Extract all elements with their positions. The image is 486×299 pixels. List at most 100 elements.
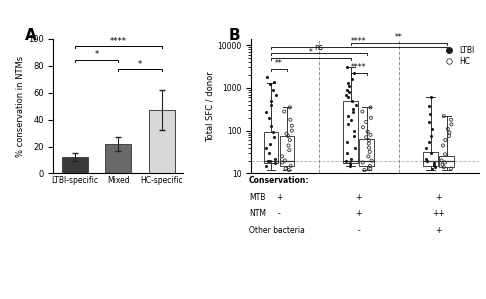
Point xyxy=(361,168,368,173)
Text: +: + xyxy=(435,193,442,202)
Point xyxy=(343,87,351,92)
Point xyxy=(262,145,270,150)
Point xyxy=(444,126,451,131)
Point xyxy=(284,134,292,138)
Bar xyxy=(105,144,131,173)
Point xyxy=(265,151,273,155)
Point xyxy=(343,158,350,163)
Text: NTM: NTM xyxy=(249,209,266,218)
Point xyxy=(264,158,272,163)
Bar xyxy=(263,132,278,162)
Point xyxy=(359,109,366,114)
Point xyxy=(272,160,279,165)
Point xyxy=(366,166,374,171)
Point xyxy=(350,128,358,133)
Point xyxy=(430,162,438,167)
Bar xyxy=(439,156,454,167)
Point xyxy=(423,158,431,163)
Point xyxy=(266,82,274,87)
Point xyxy=(346,164,353,168)
Point xyxy=(343,139,351,144)
Text: -: - xyxy=(278,209,280,218)
Point xyxy=(262,164,270,168)
Point xyxy=(425,103,433,108)
Point xyxy=(286,138,294,143)
Text: *: * xyxy=(95,50,99,59)
Text: Other bacteria: Other bacteria xyxy=(249,226,305,235)
Point xyxy=(285,168,293,173)
Point xyxy=(285,148,293,152)
Point xyxy=(440,165,448,170)
Point xyxy=(428,166,435,171)
Point xyxy=(286,105,294,110)
Point xyxy=(365,145,373,150)
Point xyxy=(262,74,270,79)
Point xyxy=(446,130,453,135)
Point xyxy=(447,117,455,122)
Point xyxy=(262,109,270,114)
Point xyxy=(266,141,274,146)
Point xyxy=(272,92,280,97)
Text: ****: **** xyxy=(110,37,127,46)
Point xyxy=(422,145,430,150)
Point xyxy=(364,154,372,159)
Point xyxy=(366,164,374,168)
Point xyxy=(350,134,358,138)
Point xyxy=(425,139,433,144)
Point xyxy=(344,122,352,127)
Point xyxy=(270,79,278,84)
Text: +: + xyxy=(276,193,282,202)
Point xyxy=(368,158,376,163)
Legend: LTBI, HC: LTBI, HC xyxy=(438,43,477,69)
Point xyxy=(282,166,290,171)
Point xyxy=(270,135,278,140)
Point xyxy=(362,120,370,124)
Point xyxy=(344,65,351,70)
Point xyxy=(352,103,360,107)
Point xyxy=(343,151,350,155)
Point xyxy=(278,160,286,165)
Point xyxy=(344,81,352,86)
Text: +: + xyxy=(435,226,442,235)
Point xyxy=(448,122,455,127)
Text: Conservation:: Conservation: xyxy=(249,176,310,185)
Point xyxy=(427,95,434,100)
Point xyxy=(349,107,357,112)
Point xyxy=(348,98,356,103)
Point xyxy=(365,138,373,143)
Text: *: * xyxy=(138,60,142,69)
Point xyxy=(428,126,436,131)
Point xyxy=(288,128,296,133)
Text: *: * xyxy=(309,48,313,57)
Bar xyxy=(149,110,175,173)
Point xyxy=(347,117,355,122)
Bar xyxy=(62,157,88,173)
Text: A: A xyxy=(25,28,36,43)
Point xyxy=(431,165,439,170)
Point xyxy=(439,143,447,148)
Point xyxy=(438,158,446,163)
Point xyxy=(271,156,279,161)
Point xyxy=(366,132,374,137)
Point xyxy=(347,156,355,161)
Point xyxy=(265,115,273,120)
Point xyxy=(427,151,435,155)
Text: +: + xyxy=(356,193,362,202)
Text: ****: **** xyxy=(351,63,366,72)
Point xyxy=(344,114,351,118)
Point xyxy=(280,109,288,114)
Y-axis label: % conservation in NTMs: % conservation in NTMs xyxy=(16,56,25,157)
Point xyxy=(427,134,435,138)
Text: ****: **** xyxy=(351,37,366,46)
Bar xyxy=(279,136,295,166)
Point xyxy=(345,95,352,100)
Point xyxy=(281,158,289,163)
Point xyxy=(267,98,275,103)
Point xyxy=(347,160,354,165)
Text: ns: ns xyxy=(314,42,323,52)
Point xyxy=(441,160,449,165)
Point xyxy=(267,103,275,107)
Point xyxy=(441,152,449,157)
Point xyxy=(438,162,446,167)
Point xyxy=(287,164,295,168)
